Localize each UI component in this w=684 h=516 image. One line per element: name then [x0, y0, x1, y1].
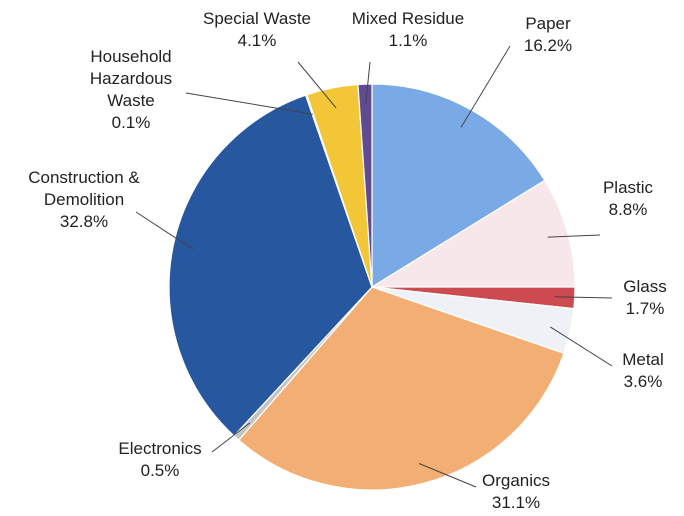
slice-label-paper: Paper 16.2%: [524, 14, 572, 55]
slice-name-construction-and-demolition: Construction &: [28, 168, 140, 187]
leader-line-organics: [418, 463, 477, 488]
slice-label-construction-and-demolition: Construction & Demolition 32.8%: [28, 168, 140, 231]
pie-slice-construction-and-demolition: [168, 94, 373, 437]
slice-name-glass: Glass: [623, 277, 666, 296]
slice-percent-glass: 1.7%: [626, 299, 665, 318]
leader-line-construction-and-demolition: [135, 211, 194, 250]
leader-line-metal: [550, 326, 613, 367]
slice-percent-household-hazardous-waste: 0.1%: [112, 113, 151, 132]
slice-labels: Paper 16.2% Plastic 8.8% Glass 1.7% Metal 3.6% O…: [28, 9, 666, 512]
slice-name-mixed-residue: Mixed Residue: [352, 9, 464, 28]
slice-percent-organics: 31.1%: [492, 493, 540, 512]
slice-percent-metal: 3.6%: [624, 372, 663, 391]
leader-line-electronics: [211, 422, 251, 453]
slice-label-metal: Metal 3.6%: [622, 350, 664, 391]
slice-name-plastic: Plastic: [603, 178, 654, 197]
leader-line-special-waste: [297, 61, 337, 109]
slice-label-glass: Glass 1.7%: [623, 277, 666, 318]
slice-name-metal: Metal: [622, 350, 664, 369]
slice-percent-construction-and-demolition: 32.8%: [60, 212, 108, 231]
leader-line-plastic: [547, 234, 601, 238]
slice-percent-special-waste: 4.1%: [238, 31, 277, 50]
slice-name-household-hazardous-waste: Waste: [107, 91, 155, 110]
leader-lines: [135, 45, 613, 488]
slice-name-construction-and-demolition: Demolition: [44, 190, 124, 209]
slice-label-mixed-residue: Mixed Residue 1.1%: [352, 9, 464, 50]
pie-slice-paper: [371, 83, 546, 289]
slice-name-special-waste: Special Waste: [203, 9, 311, 28]
slice-label-household-hazardous-waste: Household Hazardous Waste 0.1%: [90, 47, 172, 132]
leader-line-household-hazardous-waste: [185, 92, 313, 115]
slice-label-plastic: Plastic 8.8%: [603, 178, 654, 219]
slice-name-household-hazardous-waste: Hazardous: [90, 69, 172, 88]
leader-line-glass: [554, 296, 613, 299]
slice-name-paper: Paper: [525, 14, 571, 33]
slice-label-special-waste: Special Waste 4.1%: [203, 9, 311, 50]
slice-label-electronics: Electronics 0.5%: [118, 439, 201, 480]
pie-slices: [168, 83, 576, 491]
leader-line-paper: [460, 45, 511, 128]
slice-percent-electronics: 0.5%: [141, 461, 180, 480]
slice-name-household-hazardous-waste: Household: [90, 47, 171, 66]
slice-percent-paper: 16.2%: [524, 36, 572, 55]
pie-slice-plastic: [369, 179, 576, 288]
pie-slice-organics: [237, 286, 565, 491]
slice-percent-mixed-residue: 1.1%: [389, 31, 428, 50]
slice-name-organics: Organics: [482, 471, 550, 490]
slice-label-organics: Organics 31.1%: [482, 471, 550, 512]
slice-name-electronics: Electronics: [118, 439, 201, 458]
leader-line-mixed-residue: [365, 61, 371, 105]
slice-percent-plastic: 8.8%: [609, 200, 648, 219]
pie-slice-mixed-residue: [357, 83, 373, 288]
